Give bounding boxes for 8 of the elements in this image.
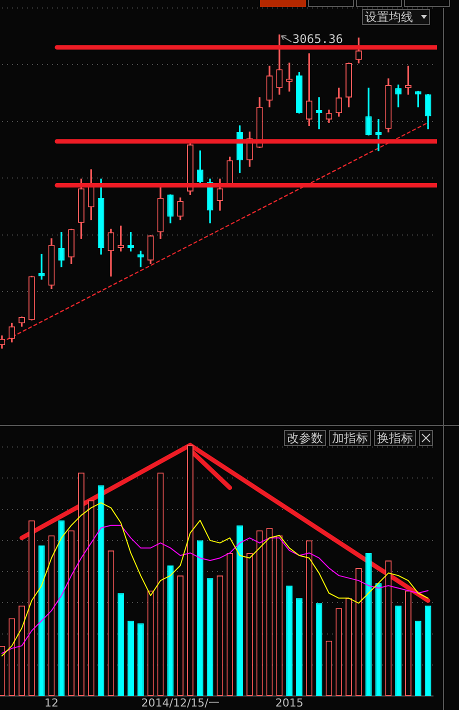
annotation: 3065.36: [292, 32, 343, 46]
text: 设置均线: [365, 10, 413, 24]
text: 换指标: [377, 431, 413, 445]
x-tick-label: 2014/12/15/一: [141, 696, 220, 710]
text: 改参数: [287, 431, 323, 445]
x-tick-label: 12: [44, 696, 58, 710]
text: 加指标: [332, 431, 368, 445]
x-tick-label: 2015: [275, 696, 304, 710]
